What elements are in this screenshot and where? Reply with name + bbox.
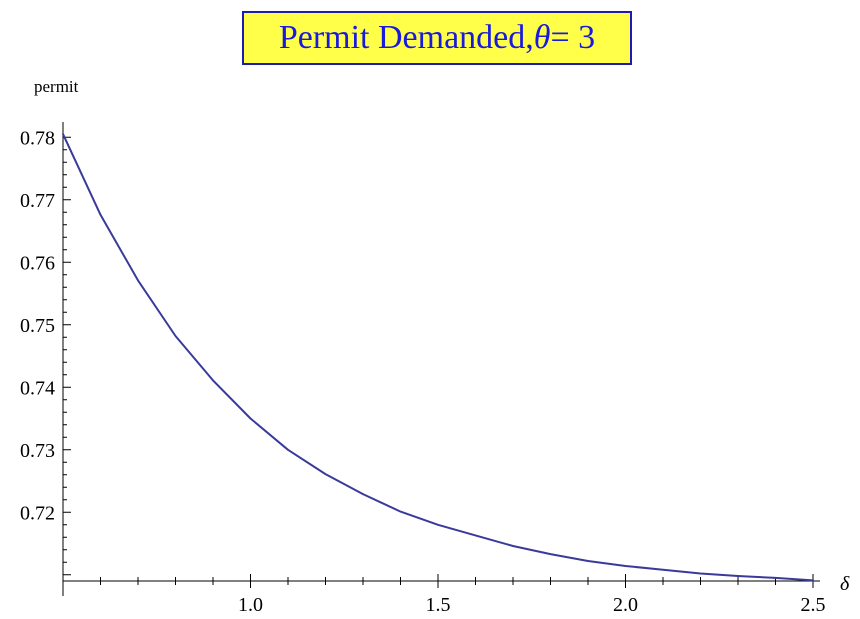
tick-labels: 1.0 1.5 2.0 2.5 0.72 0.73 0.74 0.75 0.76 0.77 0.78 [20,127,826,616]
x-tick-label: 1.5 [426,594,451,616]
ticks [62,136,814,588]
y-tick-label: 0.72 [20,502,55,524]
y-tick-label: 0.77 [20,190,55,212]
chart-title-theta: θ [533,19,551,56]
y-tick-label: 0.76 [20,252,55,274]
axes [62,122,820,596]
y-tick-label: 0.74 [20,377,55,399]
y-tick-label: 0.75 [20,315,55,337]
chart-title-suffix: = 3 [550,19,596,56]
chart-title-prefix: Permit Demanded, [278,19,534,56]
x-axis-label: δ [840,573,850,595]
x-tick-label: 2.0 [613,594,638,616]
x-tick-label: 1.0 [238,594,263,616]
y-tick-label: 0.73 [20,440,55,462]
y-tick-label: 0.78 [20,127,55,149]
series-line-1 [62,133,814,582]
series-layer [62,133,814,582]
x-tick-label: 2.5 [801,594,826,616]
chart-title: Permit Demanded, θ = 3 [242,11,632,65]
y-axis-label: permit [34,77,79,96]
